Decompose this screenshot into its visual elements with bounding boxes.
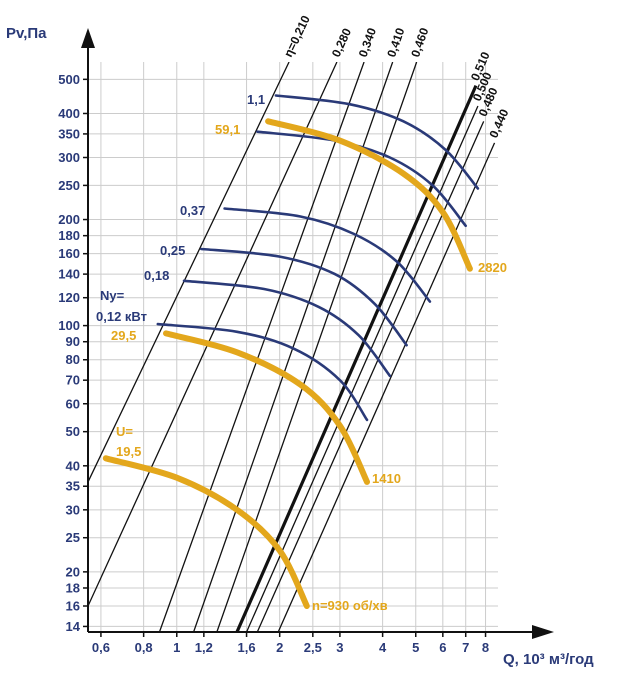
efficiency-line (88, 62, 290, 483)
power-curve (200, 247, 408, 347)
y-tick-label: 18 (66, 580, 80, 595)
efficiency-line (277, 142, 496, 632)
y-tick-label: 90 (66, 334, 80, 349)
x-tick-label: 8 (482, 640, 489, 655)
u-label-29-5: 29,5 (111, 328, 136, 343)
power-curves (156, 94, 480, 422)
power-curve (223, 207, 432, 303)
efficiency-label: 0,340 (356, 26, 379, 59)
y-tick-label: 35 (66, 479, 80, 494)
y-tick-label: 500 (58, 72, 80, 87)
x-tick-label: 3 (336, 640, 343, 655)
y-tick-label: 160 (58, 246, 80, 261)
power-curve (256, 130, 467, 228)
y-tick-label: 70 (66, 373, 80, 388)
y-tick-label: 180 (58, 228, 80, 243)
x-tick-label: 2,5 (304, 640, 322, 655)
u-label-prefix: U= (116, 424, 133, 439)
speed-label-930: n=930 об/хв (312, 598, 388, 613)
y-tick-label: 140 (58, 267, 80, 282)
power-label-1-1: 1,1 (247, 92, 265, 107)
efficiency-label: 0,280 (329, 26, 354, 59)
efficiency-lines (88, 62, 496, 632)
power-label-0-12-kw: 0,12 кВт (96, 309, 147, 324)
power-label-0-25: 0,25 (160, 243, 185, 258)
speed-curves (102, 118, 473, 609)
x-tick-label: 2 (276, 640, 283, 655)
y-tick-label: 14 (66, 619, 81, 634)
x-tick-label: 7 (462, 640, 469, 655)
efficiency-line (88, 62, 338, 607)
x-tick-label: 4 (379, 640, 387, 655)
y-tick-label: 25 (66, 530, 80, 545)
speed-label-2820: 2820 (478, 260, 507, 275)
y-tick-label: 60 (66, 396, 80, 411)
efficiency-line (216, 62, 418, 632)
y-tick-label: 80 (66, 352, 80, 367)
efficiency-line (256, 121, 485, 632)
power-curve (182, 279, 392, 378)
y-tick-label: 40 (66, 458, 80, 473)
y-tick-label: 250 (58, 178, 80, 193)
efficiency-label: 0,410 (384, 26, 407, 59)
x-tick-label: 0,8 (135, 640, 153, 655)
x-tick-label: 0,6 (92, 640, 110, 655)
y-axis-arrow-icon (81, 28, 95, 48)
y-tick-label: 50 (66, 424, 80, 439)
y-tick-label: 200 (58, 212, 80, 227)
curve-labels: Pv,Па Q, 10³ м³/год 1,1 59,1 0,37 0,25 0… (6, 13, 594, 668)
y-tick-label: 20 (66, 564, 80, 579)
u-label-19-5: 19,5 (116, 444, 141, 459)
x-tick-label: 1,2 (195, 640, 213, 655)
y-tick-label: 30 (66, 502, 80, 517)
power-label-ny: Ny= (100, 288, 125, 303)
x-axis-arrow-icon (532, 625, 554, 639)
speed-curve (265, 118, 473, 272)
y-tick-label: 350 (58, 126, 80, 141)
x-tick-label: 1,6 (238, 640, 256, 655)
speed-label-1410: 1410 (372, 471, 401, 486)
y-tick-label: 16 (66, 599, 80, 614)
y-tick-label: 120 (58, 290, 80, 305)
x-tick-label: 1 (173, 640, 180, 655)
y-tick-label: 100 (58, 318, 80, 333)
efficiency-label: 0,460 (408, 26, 431, 59)
x-axis-title: Q, 10³ м³/год (503, 651, 594, 668)
efficiency-label: η=0,210 (281, 13, 313, 59)
u-label-59-1: 59,1 (215, 122, 240, 137)
power-label-0-18: 0,18 (144, 268, 169, 283)
y-axis-title: Pv,Па (6, 25, 47, 42)
x-tick-label: 6 (439, 640, 446, 655)
efficiency-line (158, 62, 365, 632)
grid (88, 62, 498, 632)
axes (81, 28, 554, 639)
y-tick-label: 400 (58, 106, 80, 121)
power-label-0-37: 0,37 (180, 203, 205, 218)
power-curve (156, 322, 369, 422)
speed-curve (163, 330, 370, 485)
power-curve (274, 94, 480, 190)
efficiency-line (235, 84, 478, 632)
y-tick-label: 300 (58, 150, 80, 165)
x-tick-label: 5 (412, 640, 419, 655)
speed-curve (102, 455, 310, 609)
